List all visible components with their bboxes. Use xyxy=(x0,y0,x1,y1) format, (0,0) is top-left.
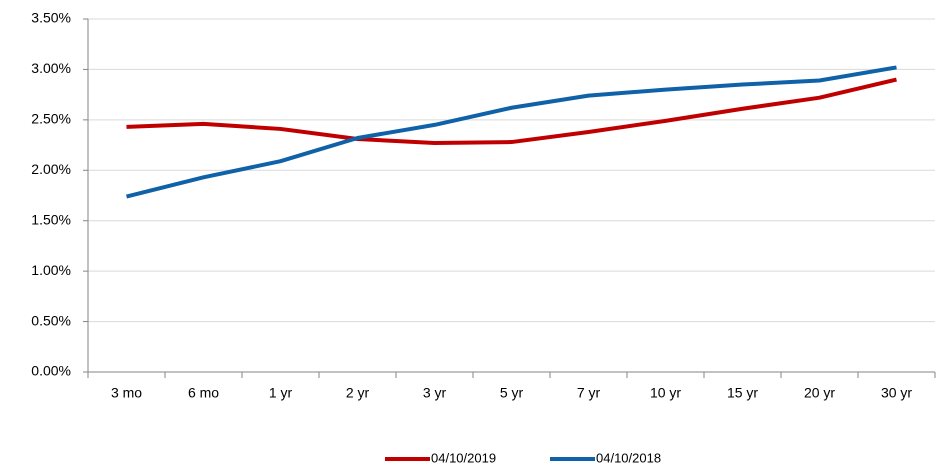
y-tick-label: 2.50% xyxy=(31,111,71,127)
series-line xyxy=(126,77,897,146)
series-line xyxy=(126,65,897,199)
x-tick-label: 3 yr xyxy=(423,385,447,401)
x-tick-label: 15 yr xyxy=(727,385,758,401)
x-tick-label: 20 yr xyxy=(804,385,835,401)
y-tick-label: 0.00% xyxy=(31,363,71,379)
y-tick-label: 1.50% xyxy=(31,211,71,227)
legend-label: 04/10/2019 xyxy=(431,450,496,465)
x-tick-label: 1 yr xyxy=(269,385,293,401)
y-tick-label: 3.00% xyxy=(31,60,71,76)
y-tick-label: 0.50% xyxy=(31,312,71,328)
x-tick-label: 2 yr xyxy=(346,385,370,401)
x-tick-label: 3 mo xyxy=(111,385,142,401)
x-tick-label: 7 yr xyxy=(577,385,601,401)
x-tick-label: 10 yr xyxy=(650,385,681,401)
legend-label: 04/10/2018 xyxy=(596,450,661,465)
x-tick-label: 5 yr xyxy=(500,385,524,401)
y-tick-label: 2.00% xyxy=(31,161,71,177)
x-tick-label: 30 yr xyxy=(881,385,912,401)
y-tick-label: 1.00% xyxy=(31,262,71,278)
y-tick-label: 3.50% xyxy=(31,10,71,26)
x-tick-label: 6 mo xyxy=(188,385,219,401)
